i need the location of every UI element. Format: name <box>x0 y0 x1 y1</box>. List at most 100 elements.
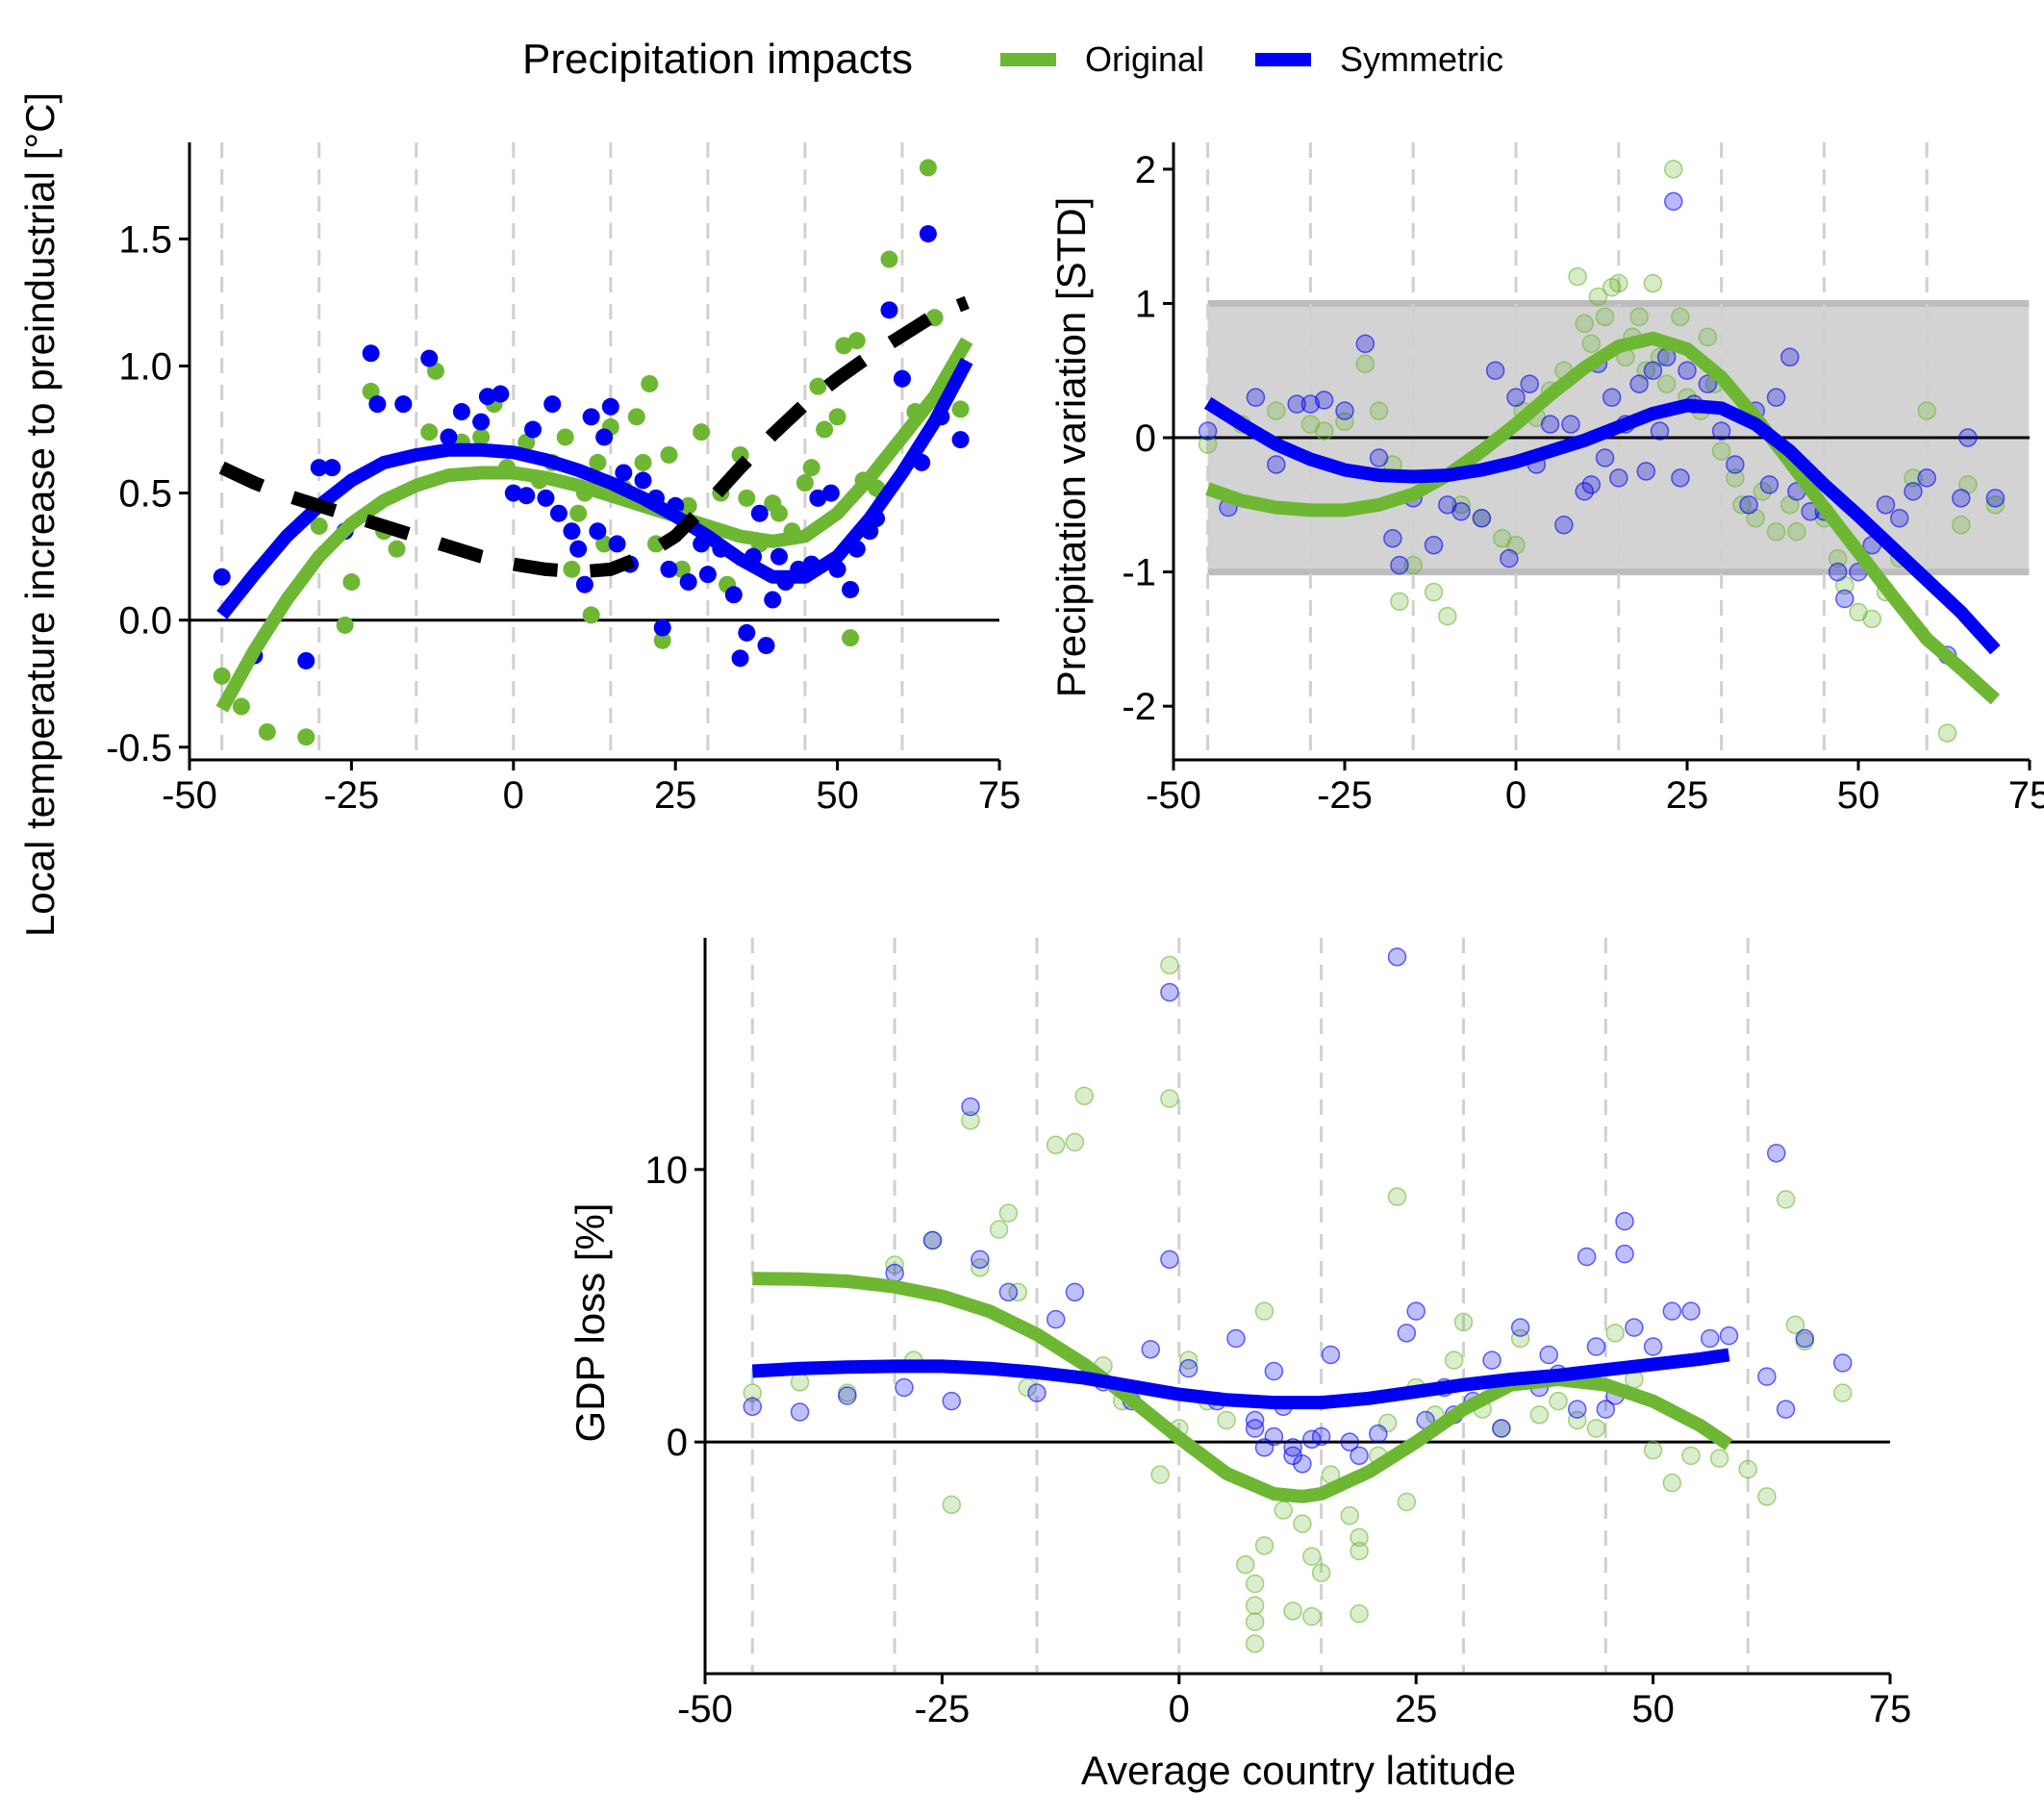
data-point-symmetric <box>1757 1367 1777 1386</box>
data-point-symmetric <box>582 408 600 426</box>
data-point-symmetric <box>1698 374 1718 393</box>
legend-label-symmetric: Symmetric <box>1340 39 1503 79</box>
data-point-symmetric <box>1643 1337 1663 1356</box>
data-point-original <box>634 453 652 471</box>
data-point-original <box>582 606 600 624</box>
data-point-symmetric <box>1520 374 1539 393</box>
data-point-symmetric <box>1287 394 1306 414</box>
fit-line-reference <box>218 295 970 579</box>
data-point-symmetric <box>524 420 543 439</box>
data-point-symmetric <box>1904 482 1923 501</box>
data-point-symmetric <box>563 522 581 541</box>
fit-line-original <box>752 1272 1733 1503</box>
data-point-original <box>1766 521 1786 542</box>
data-point-original <box>951 400 970 418</box>
data-point-symmetric <box>1451 502 1471 521</box>
data-point-symmetric <box>1985 489 2006 508</box>
panel-temperature: Local temperature increase to preindustr… <box>17 92 1021 937</box>
y-axis-title-precipitation: Precipitation variation [STD] <box>1048 197 1094 698</box>
data-point-original <box>1274 1501 1293 1520</box>
fit-line-original <box>1205 331 2001 705</box>
data-point-original <box>1609 273 1628 293</box>
data-point-original <box>1985 495 2006 515</box>
x-tick-label: -50 <box>1146 774 1201 817</box>
data-point-original <box>809 377 827 395</box>
panel-precipitation: Precipitation variation [STD] -50 -25 0 25 5… <box>1048 142 2044 817</box>
data-point-symmetric <box>1390 555 1409 575</box>
y-tick-label: 0.0 <box>118 600 172 643</box>
data-point-symmetric <box>1027 1383 1047 1402</box>
data-point-symmetric <box>698 566 717 584</box>
data-point-original <box>1662 1473 1682 1493</box>
data-point-original <box>1643 273 1663 293</box>
data-point-original <box>1302 1606 1322 1627</box>
data-point-original <box>1311 1563 1331 1582</box>
data-point-original <box>795 474 814 492</box>
data-point-original <box>1568 1410 1587 1430</box>
data-point-original <box>1588 287 1608 307</box>
y-tick-label: 2 <box>1135 149 1156 191</box>
data-point-original <box>1711 442 1731 461</box>
data-point-symmetric <box>922 1230 943 1250</box>
data-point-original <box>1444 1350 1464 1370</box>
data-point-original <box>1008 1282 1027 1302</box>
data-point-symmetric <box>634 471 652 490</box>
x-tick-label: -25 <box>1317 774 1373 817</box>
data-point-symmetric <box>1554 516 1574 535</box>
data-point-symmetric <box>961 1097 980 1117</box>
data-point-symmetric <box>1485 361 1505 381</box>
data-point-original <box>1828 548 1848 568</box>
data-point-original <box>660 445 678 464</box>
data-point-original <box>1350 1541 1369 1561</box>
data-point-symmetric <box>1828 562 1848 582</box>
data-point-symmetric <box>589 522 607 541</box>
data-point-symmetric <box>440 428 458 446</box>
data-point-symmetric <box>1472 509 1492 528</box>
data-point-symmetric <box>1678 361 1697 381</box>
data-point-symmetric <box>472 413 491 431</box>
data-point-symmetric <box>942 1391 962 1411</box>
data-point-symmetric <box>1492 1419 1511 1438</box>
data-point-original <box>1575 314 1594 334</box>
data-point-symmetric <box>1198 421 1218 441</box>
data-point-symmetric <box>323 459 341 477</box>
data-point-symmetric <box>1596 1400 1616 1419</box>
data-point-original <box>1236 1554 1255 1575</box>
data-point-symmetric <box>608 535 626 553</box>
panel-gdp-loss: GDP loss [%] Average country latitude -5… <box>568 938 1911 1793</box>
data-point-original <box>1335 412 1354 432</box>
data-point-symmetric <box>1739 495 1758 515</box>
data-point-symmetric <box>537 489 555 507</box>
data-point-symmetric <box>971 1249 990 1270</box>
y-tick-label: 1.5 <box>118 218 172 261</box>
data-point-original <box>847 332 866 350</box>
data-point-symmetric <box>1650 421 1670 441</box>
data-point-original <box>1586 1419 1606 1438</box>
data-point-original <box>816 420 834 439</box>
fit-line-symmetric <box>216 357 973 619</box>
x-axis-title-gdp: Average country latitude <box>1081 1748 1516 1793</box>
data-point-symmetric <box>1711 421 1731 441</box>
data-point-original <box>998 1203 1019 1223</box>
data-point-symmetric <box>1835 589 1855 609</box>
data-point-original <box>828 408 846 426</box>
data-point-original <box>420 423 439 442</box>
data-point-original <box>961 1111 980 1130</box>
data-point-original <box>1293 1514 1312 1533</box>
data-point-original <box>1776 1190 1796 1209</box>
data-point-symmetric <box>1681 1301 1701 1321</box>
data-point-original <box>1160 1089 1179 1108</box>
data-point-symmetric <box>1311 1426 1331 1447</box>
data-point-original <box>1581 334 1602 354</box>
data-point-symmetric <box>478 388 496 406</box>
data-point-symmetric <box>1876 495 1896 515</box>
data-point-symmetric <box>1581 475 1602 494</box>
data-point-original <box>1681 1446 1701 1466</box>
data-point-original <box>556 428 574 446</box>
data-point-symmetric <box>764 591 782 609</box>
data-point-original <box>1387 1187 1407 1206</box>
data-point-symmetric <box>1369 1424 1388 1444</box>
data-point-original <box>1605 1324 1625 1343</box>
data-point-original <box>1397 1492 1417 1512</box>
